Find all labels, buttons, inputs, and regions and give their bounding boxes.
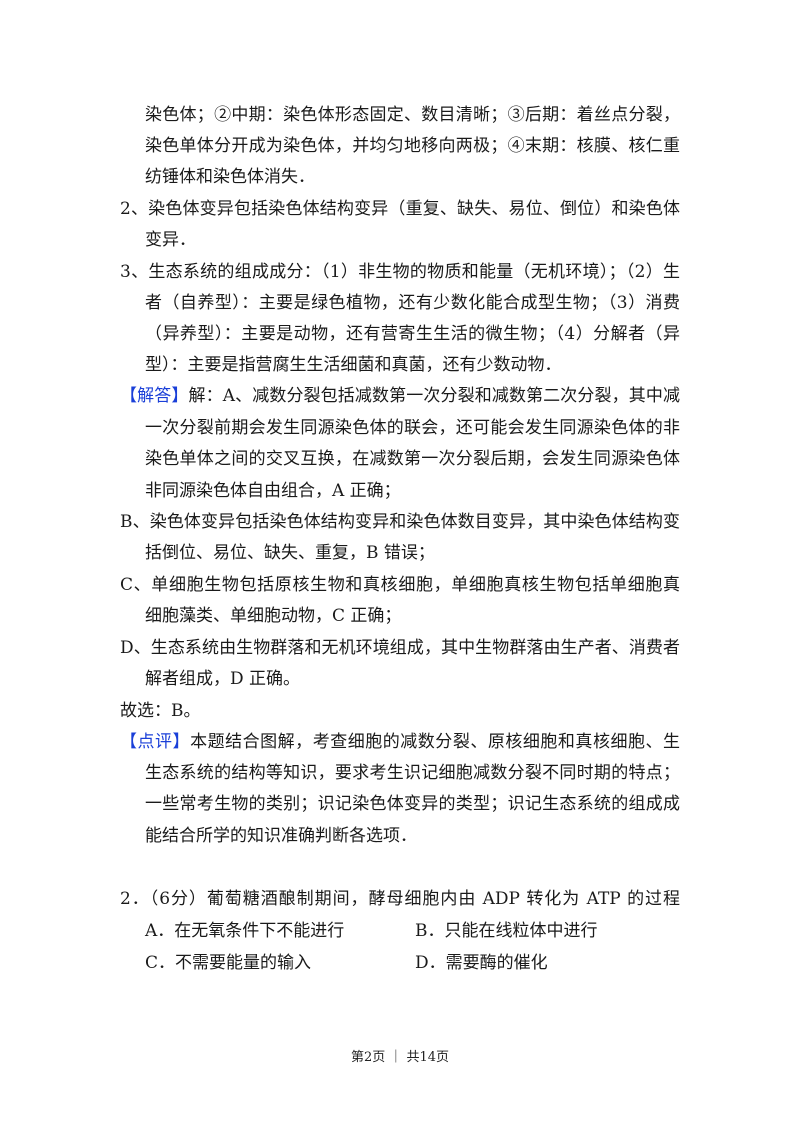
text-line: 2、染色体变异包括染色体结构变异（重复、缺失、易位、倒位）和染色体数目 [120, 198, 680, 220]
line-text: 括倒位、易位、缺失、重复，B 错误； [145, 543, 435, 563]
line-text: 染色体；②中期：染色体形态固定、数目清晰；③后期：着丝点分裂，姐妹 [145, 105, 680, 125]
text-line: 非同源染色体自由组合，A 正确； [145, 480, 680, 502]
text-line: 能结合所学的知识准确判断各选项． [145, 825, 680, 847]
option-text: 只能在线粒体中进行 [444, 921, 598, 941]
option-letter: A． [145, 921, 175, 941]
text-line: 染色单体分开成为染色体，并均匀地移向两极；④末期：核膜、核仁重建、 [145, 135, 680, 157]
text-line: D、生态系统由生物群落和无机环境组成，其中生物群落由生产者、消费者和分 [120, 637, 680, 659]
line-text: D、生态系统由生物群落和无机环境组成，其中生物群落由生产者、消费者和分 [120, 638, 680, 658]
line-text: 2、染色体变异包括染色体结构变异（重复、缺失、易位、倒位）和染色体数目 [120, 199, 680, 219]
option-a[interactable]: A．在无氧条件下不能进行 [145, 920, 344, 942]
option-letter: B． [415, 921, 445, 941]
line-text: 本题结合图解，考查细胞的减数分裂、原核细胞和真核细胞、生物变异、 [190, 732, 680, 752]
option-d[interactable]: D．需要酶的催化 [415, 952, 548, 974]
line-text: B、染色体变异包括染色体结构变异和染色体数目变异，其中染色体结构变异包 [120, 512, 680, 532]
line-text: 非同源染色体自由组合，A 正确； [145, 481, 401, 501]
text-line: 一些常考生物的类别；识记染色体变异的类型；识记生态系统的组成成分， [145, 793, 680, 815]
line-text: 能结合所学的知识准确判断各选项． [145, 826, 417, 846]
option-text: 在无氧条件下不能进行 [174, 921, 345, 941]
line-text: 纺锤体和染色体消失． [145, 167, 315, 187]
line-text: C、单细胞生物包括原核生物和真核细胞，单细胞真核生物包括单细胞真菌、单 [120, 575, 680, 595]
option-text: 不需要能量的输入 [175, 953, 312, 973]
line-text: 解者组成，D 正确。 [145, 669, 301, 689]
option-text: 需要酶的催化 [445, 953, 548, 973]
line-text: 型）：主要是指营腐生生活细菌和真菌，还有少数动物． [145, 355, 562, 375]
line-text: 变异． [145, 230, 196, 250]
text-line: 3、生态系统的组成成分：（1）非生物的物质和能量（无机环境）；（2）生产 [120, 261, 680, 283]
text-line: 故选：B。 [120, 700, 680, 722]
text-line: B、染色体变异包括染色体结构变异和染色体数目变异，其中染色体结构变异包 [120, 511, 680, 533]
text-line: 变异． [145, 229, 680, 251]
line-text: 3、生态系统的组成成分：（1）非生物的物质和能量（无机环境）；（2）生产 [120, 262, 680, 282]
page-footer: 第2页 ｜ 共14页 [350, 1050, 450, 1065]
option-letter: D． [415, 953, 446, 973]
text-line: （异养型）：主要是动物，还有营寄生生活的微生物；（4）分解者（异养 [145, 323, 680, 345]
line-text: 染色单体分开成为染色体，并均匀地移向两极；④末期：核膜、核仁重建、 [145, 136, 680, 156]
line-text: 一些常考生物的类别；识记染色体变异的类型；识记生态系统的组成成分， [145, 794, 680, 814]
text-line: 生态系统的结构等知识，要求考生识记细胞减数分裂不同时期的特点；识记 [145, 762, 680, 784]
option-b[interactable]: B．只能在线粒体中进行 [415, 920, 598, 942]
text-line: C、单细胞生物包括原核生物和真核细胞，单细胞真核生物包括单细胞真菌、单 [120, 574, 680, 596]
text-line: 一次分裂前期会发生同源染色体的联会，还可能会发生同源染色体的非姐妹 [145, 417, 680, 439]
text-line: 者（自养型）：主要是绿色植物，还有少数化能合成型生物；（3）消费者 [145, 292, 680, 314]
text-line: 解者组成，D 正确。 [145, 668, 680, 690]
text-line: 型）：主要是指营腐生生活细菌和真菌，还有少数动物． [145, 354, 680, 376]
line-text: 一次分裂前期会发生同源染色体的联会，还可能会发生同源染色体的非姐妹 [145, 418, 680, 438]
line-text: （异养型）：主要是动物，还有营寄生生活的微生物；（4）分解者（异养 [145, 324, 680, 344]
text-line: 【点评】本题结合图解，考查细胞的减数分裂、原核细胞和真核细胞、生物变异、 [120, 731, 680, 753]
option-c[interactable]: C．不需要能量的输入 [145, 952, 311, 974]
section-label: 【点评】 [120, 732, 191, 752]
option-letter: C． [145, 953, 176, 973]
line-text: 者（自养型）：主要是绿色植物，还有少数化能合成型生物；（3）消费者 [145, 293, 680, 313]
section-label: 【解答】 [120, 386, 189, 406]
text-line: 细胞藻类、单细胞动物，C 正确； [145, 605, 680, 627]
line-text: 细胞藻类、单细胞动物，C 正确； [145, 606, 402, 626]
line-text: 染色单体之间的交叉互换，在减数第一次分裂后期，会发生同源染色体分离， [145, 449, 680, 469]
question-stem: 2．（6分）葡萄糖酒酿制期间，酵母细胞内由 ADP 转化为 ATP 的过程（ ） [120, 889, 680, 909]
text-line: 括倒位、易位、缺失、重复，B 错误； [145, 542, 680, 564]
text-line: 染色单体之间的交叉互换，在减数第一次分裂后期，会发生同源染色体分离， [145, 448, 680, 470]
line-text: 解：A、减数分裂包括减数第一次分裂和减数第二次分裂，其中减数第 [188, 386, 680, 406]
line-text: 故选：B。 [120, 701, 201, 721]
line-text: 生态系统的结构等知识，要求考生识记细胞减数分裂不同时期的特点；识记 [145, 763, 680, 783]
text-line: 纺锤体和染色体消失． [145, 166, 680, 188]
text-line: 【解答】解：A、减数分裂包括减数第一次分裂和减数第二次分裂，其中减数第 [120, 385, 680, 407]
text-line: 染色体；②中期：染色体形态固定、数目清晰；③后期：着丝点分裂，姐妹 [145, 104, 680, 126]
